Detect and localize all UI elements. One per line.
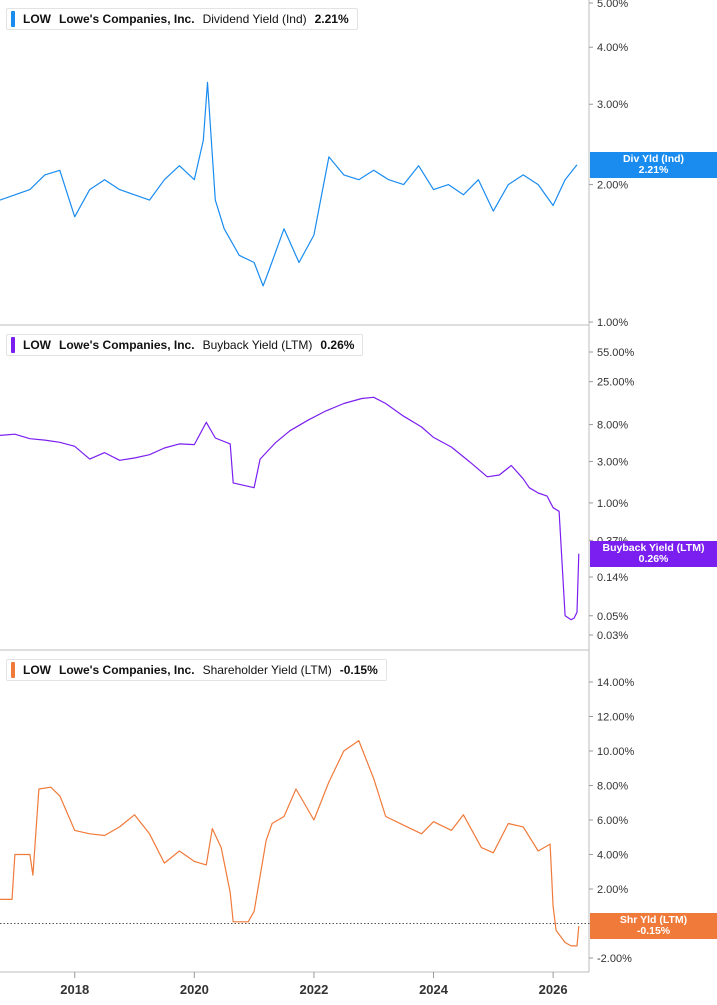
x-tick-label: 2018 [60,982,89,997]
y-tick-label: 0.05% [597,611,628,623]
y-tick-label: 1.00% [597,498,628,510]
company-label: Lowe's Companies, Inc. [59,338,195,352]
y-tick-label: 10.00% [597,746,635,758]
y-tick-label: 2.00% [597,884,628,896]
metric-label: Shareholder Yield (LTM) [202,663,332,677]
y-tick-label: 0.14% [597,572,628,584]
y-tick-label: 4.00% [597,42,628,54]
y-tick-label: 55.00% [597,347,635,359]
y-tick-label: 0.03% [597,630,628,642]
y-tick-label: 12.00% [597,712,635,724]
y-tick-label: 3.00% [597,99,628,111]
flag-title: Buyback Yield (LTM) [602,541,705,554]
x-tick-label: 2024 [419,982,449,997]
series-color-swatch [11,337,15,353]
ticker-label: LOW [23,663,51,677]
metric-value: 2.21% [314,12,349,26]
last-value-flag-shareholder: Shr Yld (LTM) -0.15% [590,913,717,940]
series-color-swatch [11,662,15,678]
ticker-label: LOW [23,12,51,26]
legend-shareholder-yield: LOW Lowe's Companies, Inc. Shareholder Y… [6,659,387,681]
metric-label: Dividend Yield (Ind) [202,12,307,26]
metric-value: 0.26% [320,338,355,352]
metric-value: -0.15% [339,663,378,677]
y-tick-label: 25.00% [597,377,635,389]
series-line [0,740,580,947]
last-value-flag-dividend: Div Yld (Ind) 2.21% [590,151,717,178]
flag-value: 2.21% [638,163,669,176]
x-tick-label: 2020 [180,982,209,997]
y-tick-label: 5.00% [597,0,628,10]
y-tick-label: -2.00% [597,953,632,965]
y-tick-label: 6.00% [597,815,628,827]
company-label: Lowe's Companies, Inc. [59,12,195,26]
y-tick-label: 1.00% [597,317,628,329]
legend-buyback-yield: LOW Lowe's Companies, Inc. Buyback Yield… [6,334,364,356]
series-line [0,81,578,287]
last-value-flag-buyback: Buyback Yield (LTM) 0.26% [590,540,717,567]
legend-dividend-yield: LOW Lowe's Companies, Inc. Dividend Yiel… [6,8,358,30]
flag-value: 0.26% [638,552,669,565]
y-tick-label: 3.00% [597,457,628,469]
ticker-label: LOW [23,338,51,352]
flag-value: -0.15% [636,925,671,938]
y-tick-label: 8.00% [597,420,628,432]
flag-title: Div Yld (Ind) [622,152,685,165]
x-tick-label: 2026 [539,982,568,997]
series-color-swatch [11,11,15,27]
series-line [0,396,580,621]
x-tick-label: 2022 [299,982,328,997]
company-label: Lowe's Companies, Inc. [59,663,195,677]
flag-title: Shr Yld (LTM) [619,914,688,927]
y-tick-label: 4.00% [597,850,628,862]
y-tick-label: 14.00% [597,677,635,689]
y-tick-label: 8.00% [597,781,628,793]
metric-label: Buyback Yield (LTM) [202,338,313,352]
y-tick-label: 2.00% [597,180,628,192]
